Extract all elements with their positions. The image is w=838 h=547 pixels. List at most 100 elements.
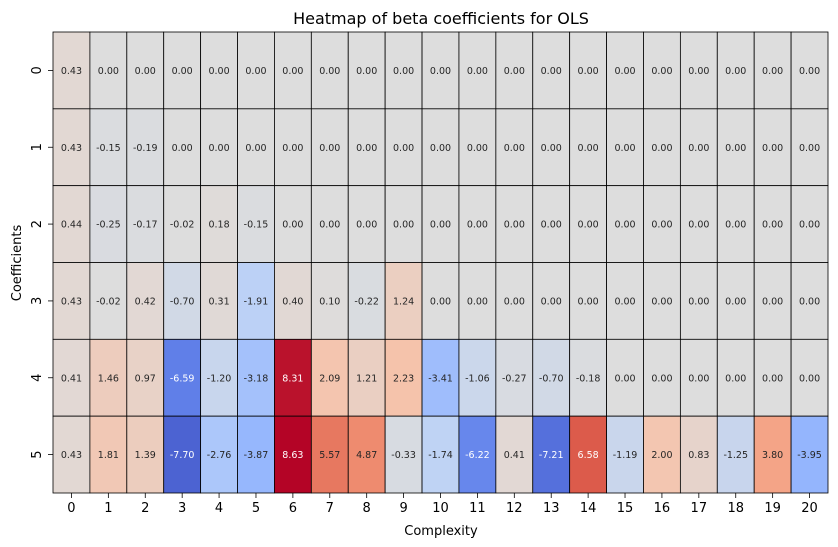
heatmap-cell-r0-c3 [163, 31, 202, 110]
cell-value-label: 0.00 [799, 143, 820, 154]
cell-value-label: 0.00 [614, 143, 635, 154]
heatmap-cell-r0-c1 [89, 31, 128, 110]
y-tick-label: 2 [30, 220, 45, 228]
cell-value-label: 0.00 [651, 143, 672, 154]
x-tick-label: 6 [289, 501, 297, 516]
heatmap-cells: 0.43 0.00 0.00 0.00 0.00 0.00 0.00 0.00 0.00 0.00… [52, 31, 829, 494]
heatmap-cell-r5-c7 [310, 415, 349, 494]
heatmap-cell-r2-c3 [163, 185, 202, 263]
x-tick-label: 11 [469, 501, 486, 516]
cell-value-label: 0.40 [282, 296, 303, 307]
cell-value-label: 0.00 [135, 66, 156, 77]
cell-value-label: 0.44 [61, 220, 82, 231]
cell-value-label: 0.00 [319, 66, 340, 77]
heatmap-cell-r0-c19 [753, 31, 792, 110]
y-tick-label: 0 [30, 66, 45, 74]
cell-value-label: 0.00 [541, 143, 562, 154]
chart-title: Heatmap of beta coefficients for OLS [293, 9, 589, 28]
cell-value-label: 0.00 [799, 220, 820, 231]
cell-value-label: 2.09 [319, 373, 340, 384]
cell-value-label: 2.00 [651, 450, 672, 461]
heatmap-cell-r1-c7 [310, 108, 349, 187]
cell-value-label: 1.24 [393, 296, 414, 307]
heatmap-cell-r1-c1 [89, 108, 128, 187]
cell-value-label: 0.00 [245, 143, 266, 154]
y-tick-label: 4 [30, 374, 45, 382]
cell-value-label: -6.22 [465, 450, 490, 461]
heatmap-cell-r3-c17 [679, 262, 718, 340]
cell-value-label: 0.83 [688, 450, 709, 461]
heatmap-cell-r2-c8 [347, 185, 386, 263]
cell-value-label: 0.00 [319, 143, 340, 154]
heatmap-cell-r5-c15 [606, 415, 644, 494]
cell-value-label: 0.00 [614, 220, 635, 231]
cell-value-label: -0.27 [502, 373, 527, 384]
heatmap-cell-r3-c0 [52, 262, 91, 340]
cell-value-label: 0.00 [688, 66, 709, 77]
heatmap-cell-r0-c15 [606, 31, 644, 110]
heatmap-cell-r3-c12 [495, 262, 534, 340]
cell-value-label: 8.63 [282, 450, 303, 461]
heatmap-cell-r2-c4 [200, 185, 238, 263]
heatmap-cell-r2-c0 [52, 185, 91, 263]
heatmap-cell-r5-c12 [495, 415, 534, 494]
x-tick-label: 16 [654, 501, 671, 516]
cell-value-label: 0.97 [135, 373, 156, 384]
heatmap-cell-r2-c10 [421, 185, 460, 263]
heatmap-cell-r5-c13 [532, 415, 571, 494]
heatmap-cell-r1-c15 [606, 108, 644, 187]
cell-value-label: 0.00 [762, 143, 783, 154]
cell-value-label: 0.00 [393, 66, 414, 77]
heatmap-cell-r4-c19 [753, 338, 792, 417]
cell-value-label: 0.41 [504, 450, 525, 461]
heatmap-cell-r5-c14 [569, 415, 607, 494]
heatmap-cell-r1-c17 [679, 108, 718, 187]
cell-value-label: 0.00 [319, 220, 340, 231]
heatmap-cell-r0-c18 [716, 31, 755, 110]
heatmap-cell-r3-c10 [421, 262, 460, 340]
cell-value-label: -0.02 [170, 220, 195, 231]
cell-value-label: -3.95 [797, 450, 822, 461]
cell-value-label: 0.00 [799, 296, 820, 307]
heatmap-cell-r4-c11 [458, 338, 497, 417]
cell-value-label: 0.00 [172, 143, 193, 154]
heatmap-cell-r4-c6 [274, 338, 312, 417]
heatmap-cell-r5-c2 [126, 415, 165, 494]
cell-value-label: 0.00 [762, 296, 783, 307]
cell-value-label: -0.17 [133, 220, 158, 231]
heatmap-cell-r4-c2 [126, 338, 165, 417]
cell-value-label: -1.06 [465, 373, 490, 384]
cell-value-label: 0.43 [61, 296, 82, 307]
y-axis-label: Coefficients [10, 225, 25, 302]
cell-value-label: 0.00 [651, 220, 672, 231]
cell-value-label: 0.00 [504, 143, 525, 154]
heatmap-cell-r2-c13 [532, 185, 571, 263]
x-tick-label: 8 [363, 501, 371, 516]
heatmap-cell-r0-c5 [237, 31, 275, 110]
cell-value-label: 0.00 [467, 143, 488, 154]
heatmap-cell-r5-c10 [421, 415, 460, 494]
heatmap-cell-r4-c3 [163, 338, 202, 417]
heatmap-cell-r4-c10 [421, 338, 460, 417]
x-tick-label: 19 [764, 501, 781, 516]
cell-value-label: 0.00 [541, 296, 562, 307]
heatmap-cell-r2-c12 [495, 185, 534, 263]
cell-value-label: 3.80 [762, 450, 783, 461]
cell-value-label: 0.00 [688, 373, 709, 384]
cell-value-label: -0.25 [96, 220, 121, 231]
cell-value-label: 0.00 [614, 296, 635, 307]
x-tick-label: 17 [691, 501, 708, 516]
cell-value-label: -1.19 [613, 450, 638, 461]
cell-value-label: 0.00 [393, 220, 414, 231]
cell-value-label: 0.00 [688, 143, 709, 154]
cell-value-label: -2.76 [207, 450, 232, 461]
cell-value-label: 0.00 [504, 220, 525, 231]
cell-value-label: 1.81 [98, 450, 119, 461]
cell-value-label: 2.23 [393, 373, 414, 384]
heatmap-cell-r3-c14 [569, 262, 607, 340]
cell-value-label: 0.43 [61, 450, 82, 461]
cell-value-label: 0.00 [430, 220, 451, 231]
cell-value-label: -7.21 [539, 450, 564, 461]
x-tick-label: 0 [67, 501, 75, 516]
cell-value-label: 0.00 [725, 220, 746, 231]
